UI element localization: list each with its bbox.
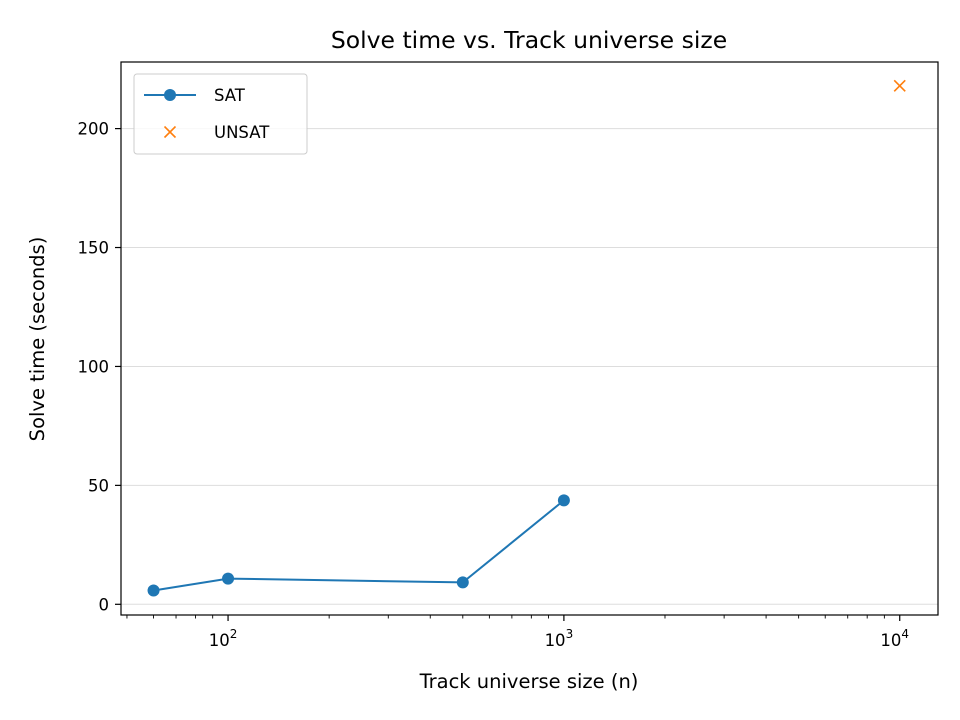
x-axis: 102 103 104 xyxy=(126,615,909,650)
grid xyxy=(121,128,938,605)
data-point xyxy=(456,576,469,589)
y-tick-label: 100 xyxy=(78,357,110,376)
plot-area-frame xyxy=(120,61,939,616)
y-axis-label: Solve time (seconds) xyxy=(26,237,49,442)
x-tick-label: 104 xyxy=(880,627,909,650)
chart-title: Solve time vs. Track universe size xyxy=(331,26,727,54)
y-tick-label: 200 xyxy=(78,120,110,139)
legend-unsat-label: UNSAT xyxy=(214,123,270,142)
data-point xyxy=(557,494,570,507)
series-line-0 xyxy=(153,499,565,592)
y-tick-label: 0 xyxy=(99,595,110,614)
data-point xyxy=(222,572,235,585)
data-point xyxy=(147,584,160,597)
x-axis-label: Track universe size (n) xyxy=(419,670,639,693)
legend-sat-marker xyxy=(164,89,176,101)
data-point xyxy=(893,79,906,92)
legend: SAT UNSAT xyxy=(133,73,308,155)
y-tick-label: 50 xyxy=(88,476,109,495)
y-tick-label: 150 xyxy=(78,239,110,258)
x-tick-label: 102 xyxy=(209,627,238,650)
legend-unsat-marker xyxy=(163,125,177,139)
y-axis: 0 50 100 150 200 xyxy=(78,120,121,614)
series-layer xyxy=(147,79,906,597)
x-tick-label: 103 xyxy=(545,627,574,650)
legend-sat-label: SAT xyxy=(214,86,246,105)
data-point-stroke xyxy=(893,79,906,92)
